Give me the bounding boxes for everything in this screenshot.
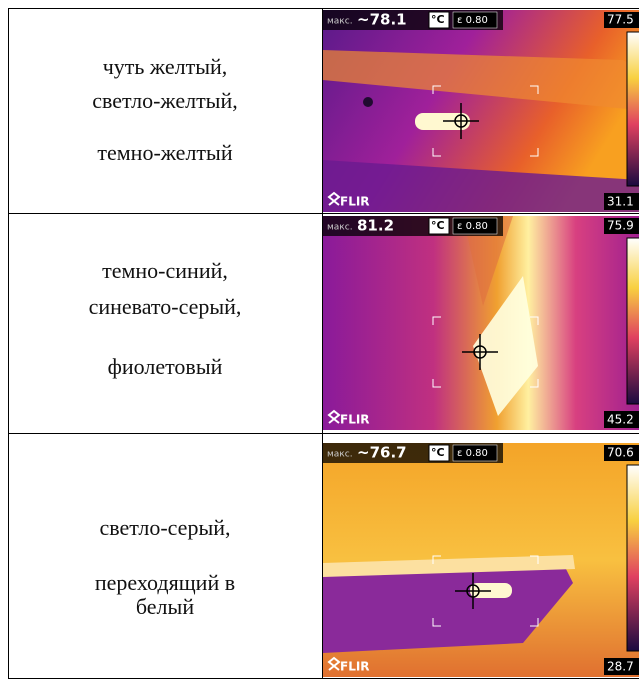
thermal-scene: макс. ~76.7 °C ε 0.80 70.6 28.7 FLIR [323,443,639,677]
emissivity: ε 0.80 [457,448,488,459]
thermal-shape [463,216,513,306]
brand: FLIR [340,413,370,427]
scale-top-box [604,218,639,234]
color-scale [626,237,639,405]
max-label: макс. [327,223,353,233]
border [322,8,323,679]
focus-bracket [530,148,539,157]
focus-bracket [530,379,539,388]
max-label: макс. [327,450,353,460]
crosshair-ring [454,114,468,128]
cell-text: чуть желтый, [102,54,228,79]
cell-text: светло-желтый, [92,88,238,113]
focus-bracket [432,618,441,627]
crosshair-ring [473,345,487,359]
border [8,213,639,214]
brand-logo [327,656,341,671]
cell-text: белый [135,594,195,619]
crosshair [443,103,479,139]
scale-top-box [604,445,639,461]
scale-top: 75.9 [607,219,634,233]
max-value: ~76.7 [357,444,407,462]
cell-text: синевато-серый, [88,294,242,319]
focus-bracket [530,316,539,325]
brand: FLIR [340,660,370,674]
color-scale [626,464,639,652]
scale-bottom: 31.1 [607,195,634,209]
emissivity: ε 0.80 [457,15,488,26]
crosshair [462,334,498,370]
scale-bottom-box [604,411,639,428]
emissivity-box [452,217,498,235]
cell-text: фиолетовый [107,354,223,379]
focus-bracket [530,85,539,94]
unit-box [428,217,450,235]
scale-bottom: 45.2 [607,413,634,427]
unit: °C [431,446,445,459]
cell-text: темно-синий, [102,258,228,283]
thermal-shape [363,97,373,107]
thermal-shape [323,50,639,110]
scale-bottom-box [604,193,639,210]
thermal-shape [323,563,573,653]
thermal-shape [323,160,639,212]
brand-logo [327,191,341,206]
focus-bracket [432,379,441,388]
focus-bracket [432,85,441,94]
cell-text: светло-серый, [99,515,231,540]
brand-logo [327,409,341,424]
scale-bottom: 28.7 [607,660,634,674]
focus-bracket [530,555,539,564]
emissivity-box [452,11,498,29]
unit-box [428,444,450,462]
border [8,8,9,679]
border [8,433,639,434]
unit: °C [431,219,445,232]
thermal-scene: макс. ~78.1 °C ε 0.80 77.5 31.1 FLIR [323,10,639,212]
crosshair-ring [466,584,480,598]
focus-bracket [530,618,539,627]
emissivity: ε 0.80 [457,221,488,232]
focus-bracket [432,555,441,564]
scale-bottom-box [604,658,639,675]
emissivity-box [452,444,498,462]
scale-top: 70.6 [607,446,634,460]
focus-bracket [432,316,441,325]
thermal-image: макс. 81.2 °C ε 0.80 75.9 45.2 FLIR [323,216,639,430]
scale-top-box [604,12,639,28]
unit: °C [431,13,445,26]
unit-box [428,11,450,29]
cell-text: темно-желтый [97,140,233,165]
max-label: макс. [327,17,353,27]
max-value: ~78.1 [357,11,407,29]
scale-top: 77.5 [607,13,634,27]
focus-bracket [432,148,441,157]
cell-text: переходящий в [94,570,236,595]
thermal-image: макс. ~76.7 °C ε 0.80 70.6 28.7 FLIR [323,443,639,677]
thermal-shape [473,276,538,416]
color-scale [626,31,639,187]
thermal-scene: макс. 81.2 °C ε 0.80 75.9 45.2 FLIR [323,216,639,430]
thermal-image: макс. ~78.1 °C ε 0.80 77.5 31.1 FLIR [323,10,639,212]
brand: FLIR [340,195,370,209]
max-value: 81.2 [357,217,394,235]
thermal-shape [323,555,575,577]
border [8,8,639,9]
crosshair [455,573,491,609]
